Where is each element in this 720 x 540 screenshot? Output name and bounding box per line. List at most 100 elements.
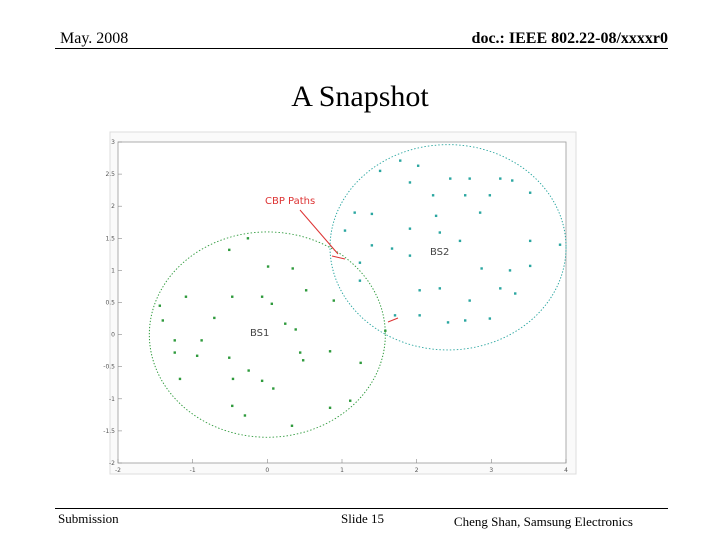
point	[528, 239, 532, 243]
point	[418, 314, 421, 317]
point	[270, 302, 274, 305]
point	[499, 287, 502, 290]
y-tick-label: 0.5	[105, 300, 115, 307]
y-tick-label: -1.5	[103, 428, 115, 435]
point	[446, 321, 450, 324]
point	[399, 159, 402, 162]
point	[434, 214, 438, 218]
point	[416, 164, 420, 167]
point	[431, 194, 435, 197]
point	[290, 424, 294, 427]
point	[488, 194, 492, 197]
point	[228, 248, 231, 252]
point	[458, 239, 462, 243]
point	[247, 369, 250, 372]
x-tick-label: 4	[564, 467, 568, 474]
point	[158, 304, 162, 307]
x-tick-label: 0	[265, 467, 269, 474]
y-tick-label: 1	[111, 267, 115, 274]
cell-boundary	[148, 231, 386, 438]
point	[358, 279, 362, 282]
x-tick-label: 3	[489, 467, 493, 474]
point	[378, 169, 382, 173]
point	[272, 387, 275, 390]
y-tick-label: -2	[109, 460, 115, 467]
point	[353, 211, 356, 214]
header-rule	[55, 48, 668, 49]
point	[528, 264, 532, 268]
point	[231, 295, 234, 298]
point	[301, 359, 305, 362]
y-tick-label: 0	[111, 332, 115, 339]
point	[231, 404, 234, 408]
x-tick-label: 1	[340, 467, 344, 474]
point	[408, 227, 412, 230]
annotation-arrow	[299, 209, 339, 255]
annotation: BS2	[430, 247, 449, 258]
footer-left: Submission	[58, 511, 119, 526]
point	[370, 212, 374, 216]
y-tick-label: 3	[111, 139, 115, 146]
point	[332, 299, 335, 302]
point	[514, 292, 517, 295]
point	[511, 179, 514, 182]
point	[408, 254, 412, 257]
point	[370, 244, 374, 247]
point	[200, 339, 203, 342]
cbp-path	[387, 317, 399, 323]
y-tick-label: 2	[111, 203, 115, 210]
footer-center: Slide 15	[341, 511, 384, 526]
point	[449, 177, 452, 180]
annotation: CBP Paths	[265, 196, 315, 207]
point	[178, 377, 182, 381]
point	[228, 356, 231, 359]
point	[328, 406, 332, 409]
point	[438, 231, 442, 234]
point	[478, 211, 482, 214]
point	[488, 317, 492, 320]
point	[284, 322, 287, 325]
point	[184, 295, 188, 298]
point	[246, 237, 250, 240]
point	[304, 289, 308, 292]
point	[558, 243, 562, 246]
x-tick-label: -1	[190, 467, 196, 474]
point	[464, 194, 467, 197]
point	[480, 267, 483, 270]
point	[468, 299, 471, 302]
point	[291, 267, 294, 270]
point	[294, 328, 297, 331]
x-tick-label: 2	[415, 467, 419, 474]
point	[359, 361, 362, 365]
point	[195, 354, 199, 357]
point	[243, 414, 247, 417]
point	[231, 377, 235, 381]
point	[508, 269, 512, 272]
point	[161, 319, 164, 322]
point	[384, 329, 387, 332]
cbp-path	[331, 255, 346, 260]
point	[358, 261, 362, 264]
point	[468, 177, 471, 180]
point	[260, 295, 264, 298]
point	[418, 289, 421, 292]
plot-area	[117, 141, 567, 464]
point	[349, 399, 352, 402]
point	[266, 265, 270, 268]
point	[464, 319, 467, 322]
point	[173, 339, 176, 342]
point	[328, 350, 332, 353]
y-tick-label: -0.5	[103, 364, 115, 371]
x-tick-label: -2	[115, 467, 121, 474]
y-tick-label: 1.5	[105, 235, 115, 242]
point	[408, 181, 412, 184]
point	[173, 351, 176, 354]
point	[438, 287, 442, 290]
header-date: May. 2008	[60, 30, 129, 47]
y-tick-label: 2.5	[105, 171, 115, 178]
point	[390, 247, 394, 250]
footer-rule	[55, 508, 668, 509]
point	[298, 351, 302, 354]
